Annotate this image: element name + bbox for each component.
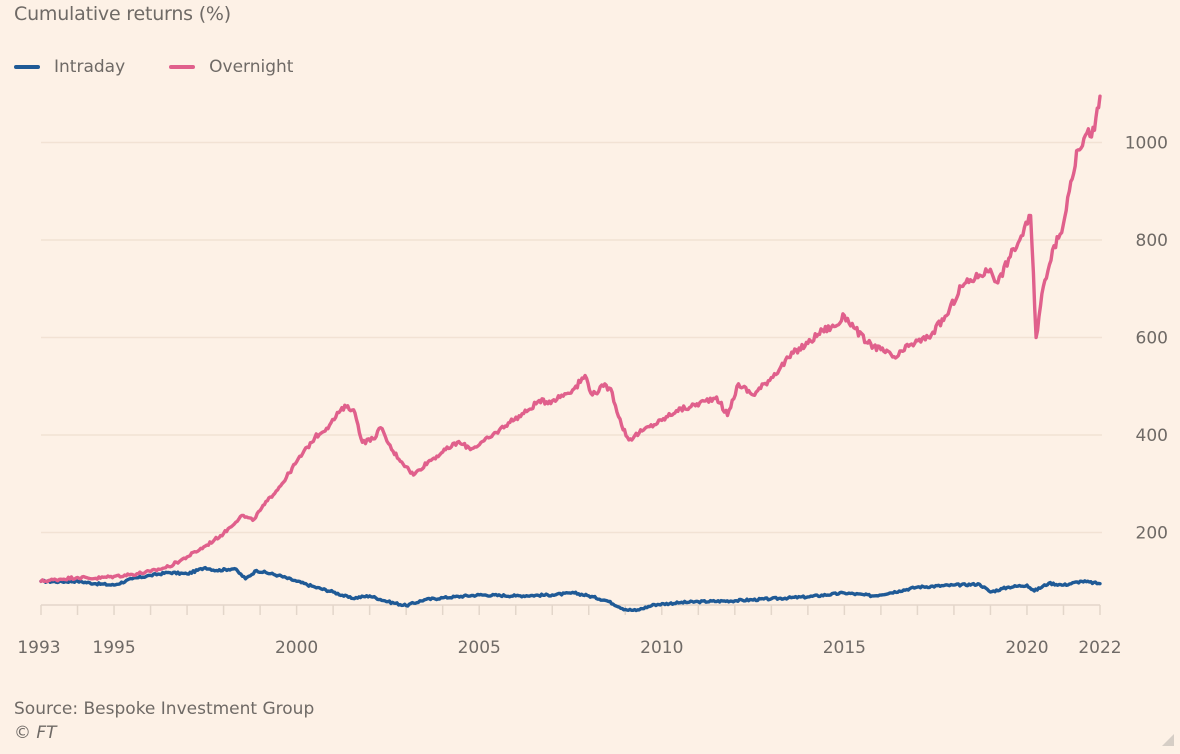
y-tick-label: 600 (1136, 329, 1168, 349)
source-note: Source: Bespoke Investment Group (14, 699, 315, 719)
x-tick-label: 2020 (1005, 638, 1048, 658)
legend-item-intraday: Intraday (14, 57, 125, 77)
legend: Intraday Overnight (14, 57, 337, 77)
y-tick-label: 800 (1136, 231, 1168, 251)
series-line-intraday (39, 565, 1102, 613)
y-tick-label: 1000 (1125, 134, 1168, 154)
y-tick-label: 200 (1136, 524, 1168, 544)
resize-handle-icon (1162, 734, 1174, 746)
x-tick-label: 2015 (823, 638, 866, 658)
chart-footer: Source: Bespoke Investment Group © FT (14, 697, 314, 745)
x-tick-label: 1993 (17, 638, 60, 658)
series-line-overnight (39, 94, 1102, 584)
series-lines (39, 94, 1102, 613)
grid-lines (41, 141, 1102, 534)
legend-label-overnight: Overnight (209, 57, 294, 77)
x-tick-label: 1995 (92, 638, 135, 658)
x-tick-label: 2000 (275, 638, 318, 658)
x-tick-label: 2005 (458, 638, 501, 658)
legend-swatch-intraday (14, 65, 40, 69)
chart-title: Cumulative returns (%) (14, 3, 231, 25)
x-tick-label: 2010 (640, 638, 683, 658)
legend-item-overnight: Overnight (169, 57, 293, 77)
x-axis: 1993 1995 2000 2005 2010 2015 2020 2022 (17, 604, 1122, 658)
x-tick-label: 2022 (1078, 638, 1121, 658)
legend-label-intraday: Intraday (54, 57, 126, 77)
legend-swatch-overnight (169, 65, 196, 69)
copyright-note: © FT (14, 723, 57, 743)
y-axis-ticks: 200 400 600 800 1000 (1125, 134, 1168, 544)
y-tick-label: 400 (1136, 426, 1168, 446)
